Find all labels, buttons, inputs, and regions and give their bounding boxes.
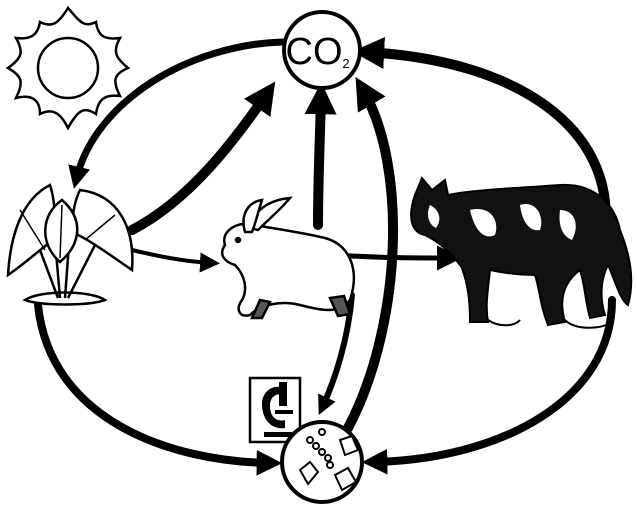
- plant-stems: [38, 229, 97, 299]
- co2-label: CO: [286, 31, 343, 73]
- arrow-plant-to-decomposer: [34, 301, 283, 476]
- co2-subscript: 2: [342, 56, 349, 71]
- arrow-rabbit-to-decomposer: [318, 292, 355, 415]
- sun-disc: [36, 36, 100, 100]
- sun: [5, 5, 131, 131]
- arrows: [34, 37, 616, 476]
- microbe-3: [318, 448, 326, 456]
- leaf-veins: [19, 204, 116, 259]
- wolf-body: [410, 176, 633, 327]
- arrow-plant-to-co2: [127, 81, 276, 235]
- arrow-wolf-to-co2: [352, 37, 611, 235]
- soil-particle-2: [333, 466, 358, 492]
- wolf: [410, 176, 633, 329]
- microscope-stage: [275, 410, 293, 414]
- rabbit-body: [220, 222, 355, 317]
- arrow-rabbit-to-co2: [304, 82, 337, 230]
- plant-base: [22, 291, 108, 306]
- microbe-2: [312, 442, 320, 450]
- rabbit-ear-2: [242, 198, 264, 234]
- arrow-wolf-to-decomposer: [361, 296, 616, 475]
- soil-particle-3: [338, 434, 360, 457]
- microscope-body: [262, 386, 292, 437]
- microbe-4: [324, 454, 332, 462]
- microbe-1: [306, 436, 314, 444]
- microbe-6: [318, 428, 326, 436]
- plant: [6, 183, 134, 306]
- decomposer-node: [280, 420, 364, 504]
- soil-particle-1: [298, 460, 320, 486]
- co2-node: CO 2: [282, 10, 362, 90]
- microbe-5: [326, 461, 334, 469]
- co2-circle: [282, 10, 362, 90]
- wolf-paws: [487, 319, 613, 329]
- wolf-markings: [428, 204, 576, 240]
- rabbit: [220, 196, 355, 320]
- rabbit-eye: [234, 236, 242, 244]
- arrow-decomposer-to-co2: [343, 76, 399, 433]
- leaf-2: [70, 188, 134, 273]
- microscope-icon: [248, 376, 302, 444]
- rabbit-feet: [250, 294, 352, 320]
- arrow-plant-to-rabbit: [130, 248, 220, 273]
- microscope-tube: [279, 382, 287, 406]
- arrow-co2-to-plant: [68, 38, 286, 189]
